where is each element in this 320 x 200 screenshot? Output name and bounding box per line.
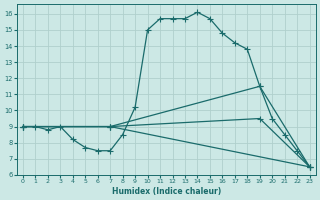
- X-axis label: Humidex (Indice chaleur): Humidex (Indice chaleur): [112, 187, 221, 196]
